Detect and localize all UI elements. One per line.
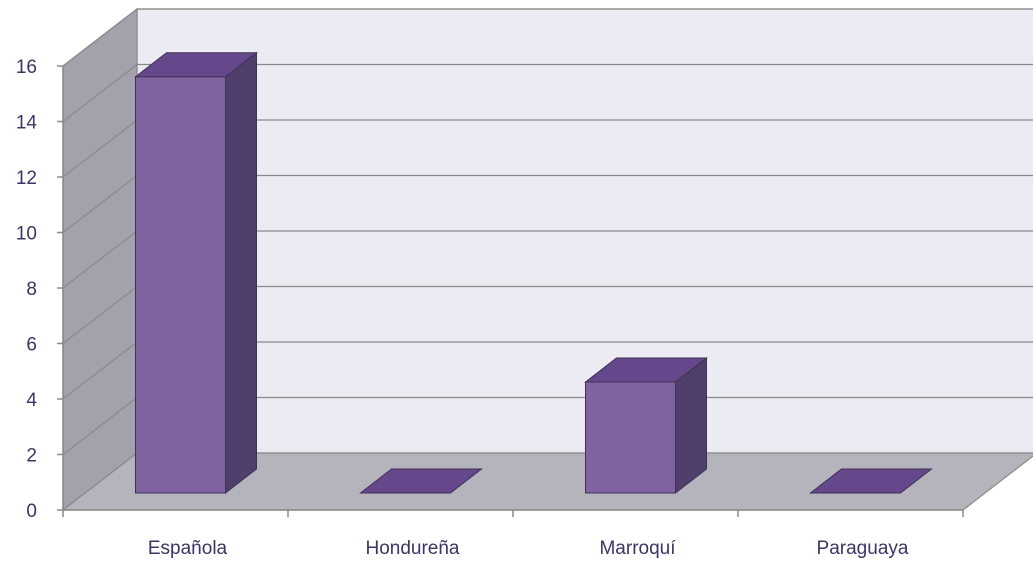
y-tick-label: 6 xyxy=(26,335,37,356)
bar-top xyxy=(584,357,708,383)
bar-front xyxy=(135,76,226,494)
y-tick-label: 4 xyxy=(26,390,37,411)
y-tick-labels: 0 2 4 6 8 10 12 14 16 xyxy=(16,57,38,522)
x-tick-label: Paraguaya xyxy=(817,538,909,559)
bars xyxy=(134,51,933,495)
bar-side xyxy=(225,51,257,495)
y-tick-label: 12 xyxy=(16,168,37,189)
x-tick-label: Marroquí xyxy=(599,538,676,559)
gridlines xyxy=(62,8,1033,455)
y-tick-label: 8 xyxy=(26,279,37,300)
side-gridline xyxy=(62,64,138,122)
side-gridline xyxy=(62,341,138,400)
x-tick-label: Española xyxy=(148,538,228,559)
y-tick-label: 14 xyxy=(16,113,38,134)
y-tick-label: 10 xyxy=(16,224,37,245)
side-gridline xyxy=(62,286,138,344)
bar-marroquí xyxy=(584,356,708,495)
bar-paraguaya xyxy=(809,468,933,494)
side-gridline xyxy=(62,397,138,455)
y-tick-label: 2 xyxy=(26,446,37,467)
bar-top xyxy=(134,52,258,78)
side-gridline xyxy=(62,230,138,289)
y-tick-label: 0 xyxy=(26,501,37,522)
side-gridline xyxy=(62,119,138,178)
axes xyxy=(57,65,964,517)
bar-hondureña xyxy=(359,468,483,494)
side-gridline xyxy=(62,175,138,233)
x-tick-label: Hondureña xyxy=(365,538,459,559)
bar-front xyxy=(585,381,676,494)
bar-española xyxy=(134,51,258,495)
bar-top xyxy=(359,468,483,494)
side-gridline xyxy=(62,8,138,67)
y-tick-label: 16 xyxy=(16,57,37,78)
bar-top xyxy=(809,468,933,494)
x-tick-labels: Española Hondureña Marroquí Paraguaya xyxy=(148,538,909,559)
